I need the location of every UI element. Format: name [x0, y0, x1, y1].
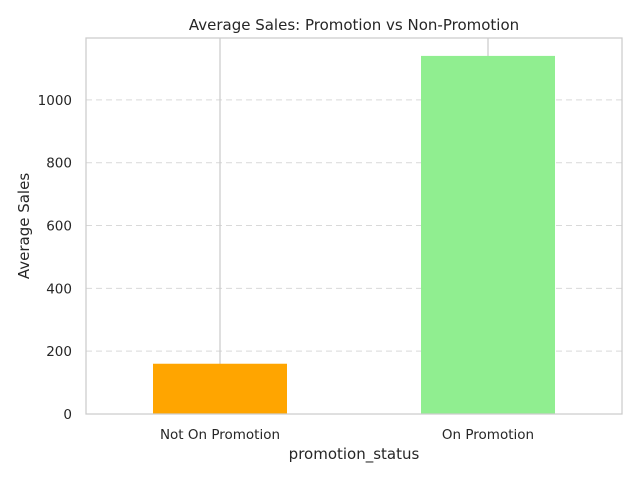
y-tick-label: 1000	[38, 93, 72, 109]
chart-title: Average Sales: Promotion vs Non-Promotio…	[189, 16, 519, 34]
y-tick-label: 600	[46, 219, 72, 235]
y-axis-label: Average Sales	[15, 173, 33, 279]
y-tick-label: 400	[46, 281, 72, 297]
x-tick-layer: Not On Promotion On Promotion	[160, 427, 534, 443]
bar-on-promotion	[421, 55, 555, 415]
bar-layer	[153, 55, 555, 415]
bar-not-on-promotion	[153, 363, 287, 414]
y-tick-label: 800	[46, 156, 72, 172]
x-axis-label: promotion_status	[289, 445, 420, 464]
y-tick-layer: 0 200 400 600 800 1000	[38, 93, 72, 423]
x-tick-label: Not On Promotion	[160, 427, 280, 443]
x-tick-label: On Promotion	[442, 427, 534, 443]
y-tick-label: 0	[63, 407, 72, 423]
plot-frame	[85, 37, 623, 415]
y-tick-label: 200	[46, 344, 72, 360]
